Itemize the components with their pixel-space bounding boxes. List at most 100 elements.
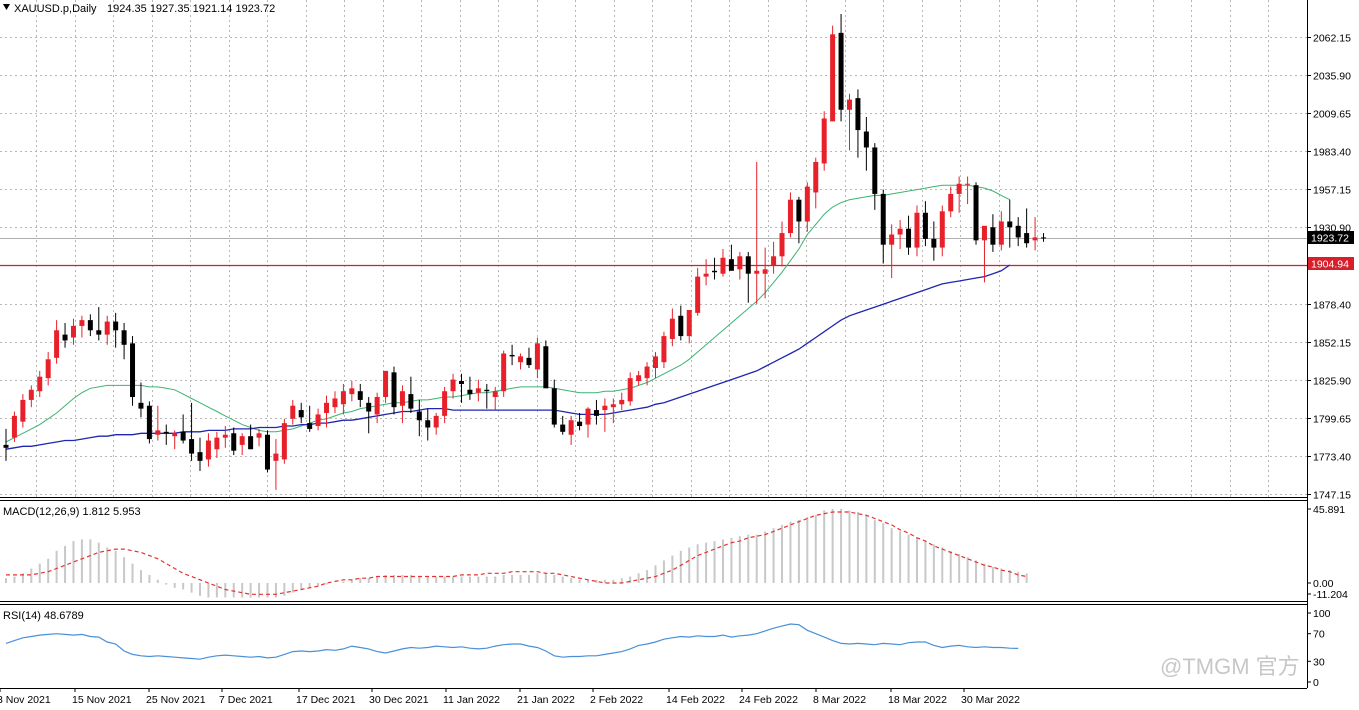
candle-body[interactable] xyxy=(585,408,591,425)
candle-body[interactable] xyxy=(121,330,127,345)
candle-body[interactable] xyxy=(551,388,557,425)
candle-body[interactable] xyxy=(593,410,599,416)
candle-body[interactable] xyxy=(231,433,237,451)
candle-body[interactable] xyxy=(922,212,928,239)
price-scale[interactable]: 2062.152035.902009.651983.401957.151930.… xyxy=(1307,33,1351,690)
candle-body[interactable] xyxy=(11,415,17,438)
candle-body[interactable] xyxy=(307,423,313,429)
candle-body[interactable] xyxy=(214,437,220,450)
candle-body[interactable] xyxy=(357,391,363,400)
candle-body[interactable] xyxy=(889,234,895,245)
candle-body[interactable] xyxy=(652,356,658,368)
candle-body[interactable] xyxy=(981,225,987,241)
candle-body[interactable] xyxy=(433,415,439,428)
candle-body[interactable] xyxy=(450,379,456,392)
candle-body[interactable] xyxy=(248,436,254,450)
candle-body[interactable] xyxy=(87,320,93,331)
candle-body[interactable] xyxy=(37,376,43,392)
candle-body[interactable] xyxy=(880,193,886,245)
candle-body[interactable] xyxy=(54,330,60,358)
candle-body[interactable] xyxy=(458,381,464,384)
candle-body[interactable] xyxy=(813,161,819,193)
candle-body[interactable] xyxy=(79,320,85,326)
candle-body[interactable] xyxy=(695,276,701,313)
candle-body[interactable] xyxy=(568,420,574,435)
candle-body[interactable] xyxy=(3,444,9,448)
candle-body[interactable] xyxy=(543,346,549,389)
candle-body[interactable] xyxy=(467,389,473,395)
candle-body[interactable] xyxy=(948,193,954,212)
candle-body[interactable] xyxy=(501,353,507,392)
candle-body[interactable] xyxy=(914,212,920,248)
candle-body[interactable] xyxy=(627,378,633,402)
candle-body[interactable] xyxy=(830,34,836,122)
candle-body[interactable] xyxy=(644,366,650,379)
candle-body[interactable] xyxy=(863,131,869,148)
candle-body[interactable] xyxy=(1007,221,1013,228)
candle-body[interactable] xyxy=(45,359,51,379)
candle-body[interactable] xyxy=(425,420,431,428)
candle-body[interactable] xyxy=(560,424,566,432)
candle-body[interactable] xyxy=(383,370,389,398)
candle-body[interactable] xyxy=(264,434,270,470)
candle-body[interactable] xyxy=(956,183,962,194)
candle-body[interactable] xyxy=(847,99,852,110)
candle-body[interactable] xyxy=(509,354,515,357)
candle-body[interactable] xyxy=(113,321,119,331)
candle-body[interactable] xyxy=(728,259,734,271)
candle-body[interactable] xyxy=(1032,237,1038,241)
candle-body[interactable] xyxy=(332,398,338,408)
candle-body[interactable] xyxy=(787,199,793,234)
candle-body[interactable] xyxy=(838,32,844,110)
candle-body[interactable] xyxy=(1015,225,1021,238)
candle-body[interactable] xyxy=(619,399,625,405)
candle-body[interactable] xyxy=(172,433,178,437)
candle-body[interactable] xyxy=(669,318,675,339)
candle-body[interactable] xyxy=(163,431,169,434)
candle-body[interactable] xyxy=(636,375,642,382)
candle-body[interactable] xyxy=(492,391,498,398)
candle-body[interactable] xyxy=(754,270,760,274)
candle-body[interactable] xyxy=(965,183,971,185)
candle-body[interactable] xyxy=(534,343,540,370)
candle-body[interactable] xyxy=(96,330,102,335)
candle-body[interactable] xyxy=(526,357,532,366)
candle-body[interactable] xyxy=(298,410,304,418)
candle-body[interactable] xyxy=(104,321,110,335)
candle-body[interactable] xyxy=(804,186,810,222)
candle-body[interactable] xyxy=(678,315,684,337)
candle-body[interactable] xyxy=(872,147,878,194)
candle-body[interactable] xyxy=(374,397,380,415)
candle-body[interactable] xyxy=(779,233,785,257)
candle-body[interactable] xyxy=(222,434,228,438)
candle-body[interactable] xyxy=(712,270,718,273)
candle-body[interactable] xyxy=(20,399,26,422)
candle-body[interactable] xyxy=(939,211,945,248)
candle-body[interactable] xyxy=(416,411,422,421)
candle-body[interactable] xyxy=(703,273,709,277)
candle-body[interactable] xyxy=(408,394,414,409)
candle-body[interactable] xyxy=(391,372,397,408)
candle-body[interactable] xyxy=(737,256,743,270)
candle-body[interactable] xyxy=(1041,237,1047,239)
triangle-down-icon[interactable] xyxy=(3,4,10,10)
candle-body[interactable] xyxy=(973,185,979,241)
candle-body[interactable] xyxy=(146,405,152,440)
rsi-panel[interactable] xyxy=(5,623,1019,660)
candle-body[interactable] xyxy=(239,436,245,445)
candle-body[interactable] xyxy=(1024,233,1030,244)
candle-body[interactable] xyxy=(256,433,262,438)
candle-body[interactable] xyxy=(610,404,616,408)
candle-body[interactable] xyxy=(197,452,203,461)
candle-body[interactable] xyxy=(315,414,321,427)
candle-body[interactable] xyxy=(28,389,34,400)
candle-body[interactable] xyxy=(281,423,287,460)
candle-body[interactable] xyxy=(290,405,296,419)
candle-body[interactable] xyxy=(686,309,692,337)
candle-body[interactable] xyxy=(130,343,136,398)
candle-body[interactable] xyxy=(340,391,346,405)
candle-body[interactable] xyxy=(990,227,996,245)
candle-body[interactable] xyxy=(906,228,912,248)
candle-body[interactable] xyxy=(399,391,405,406)
